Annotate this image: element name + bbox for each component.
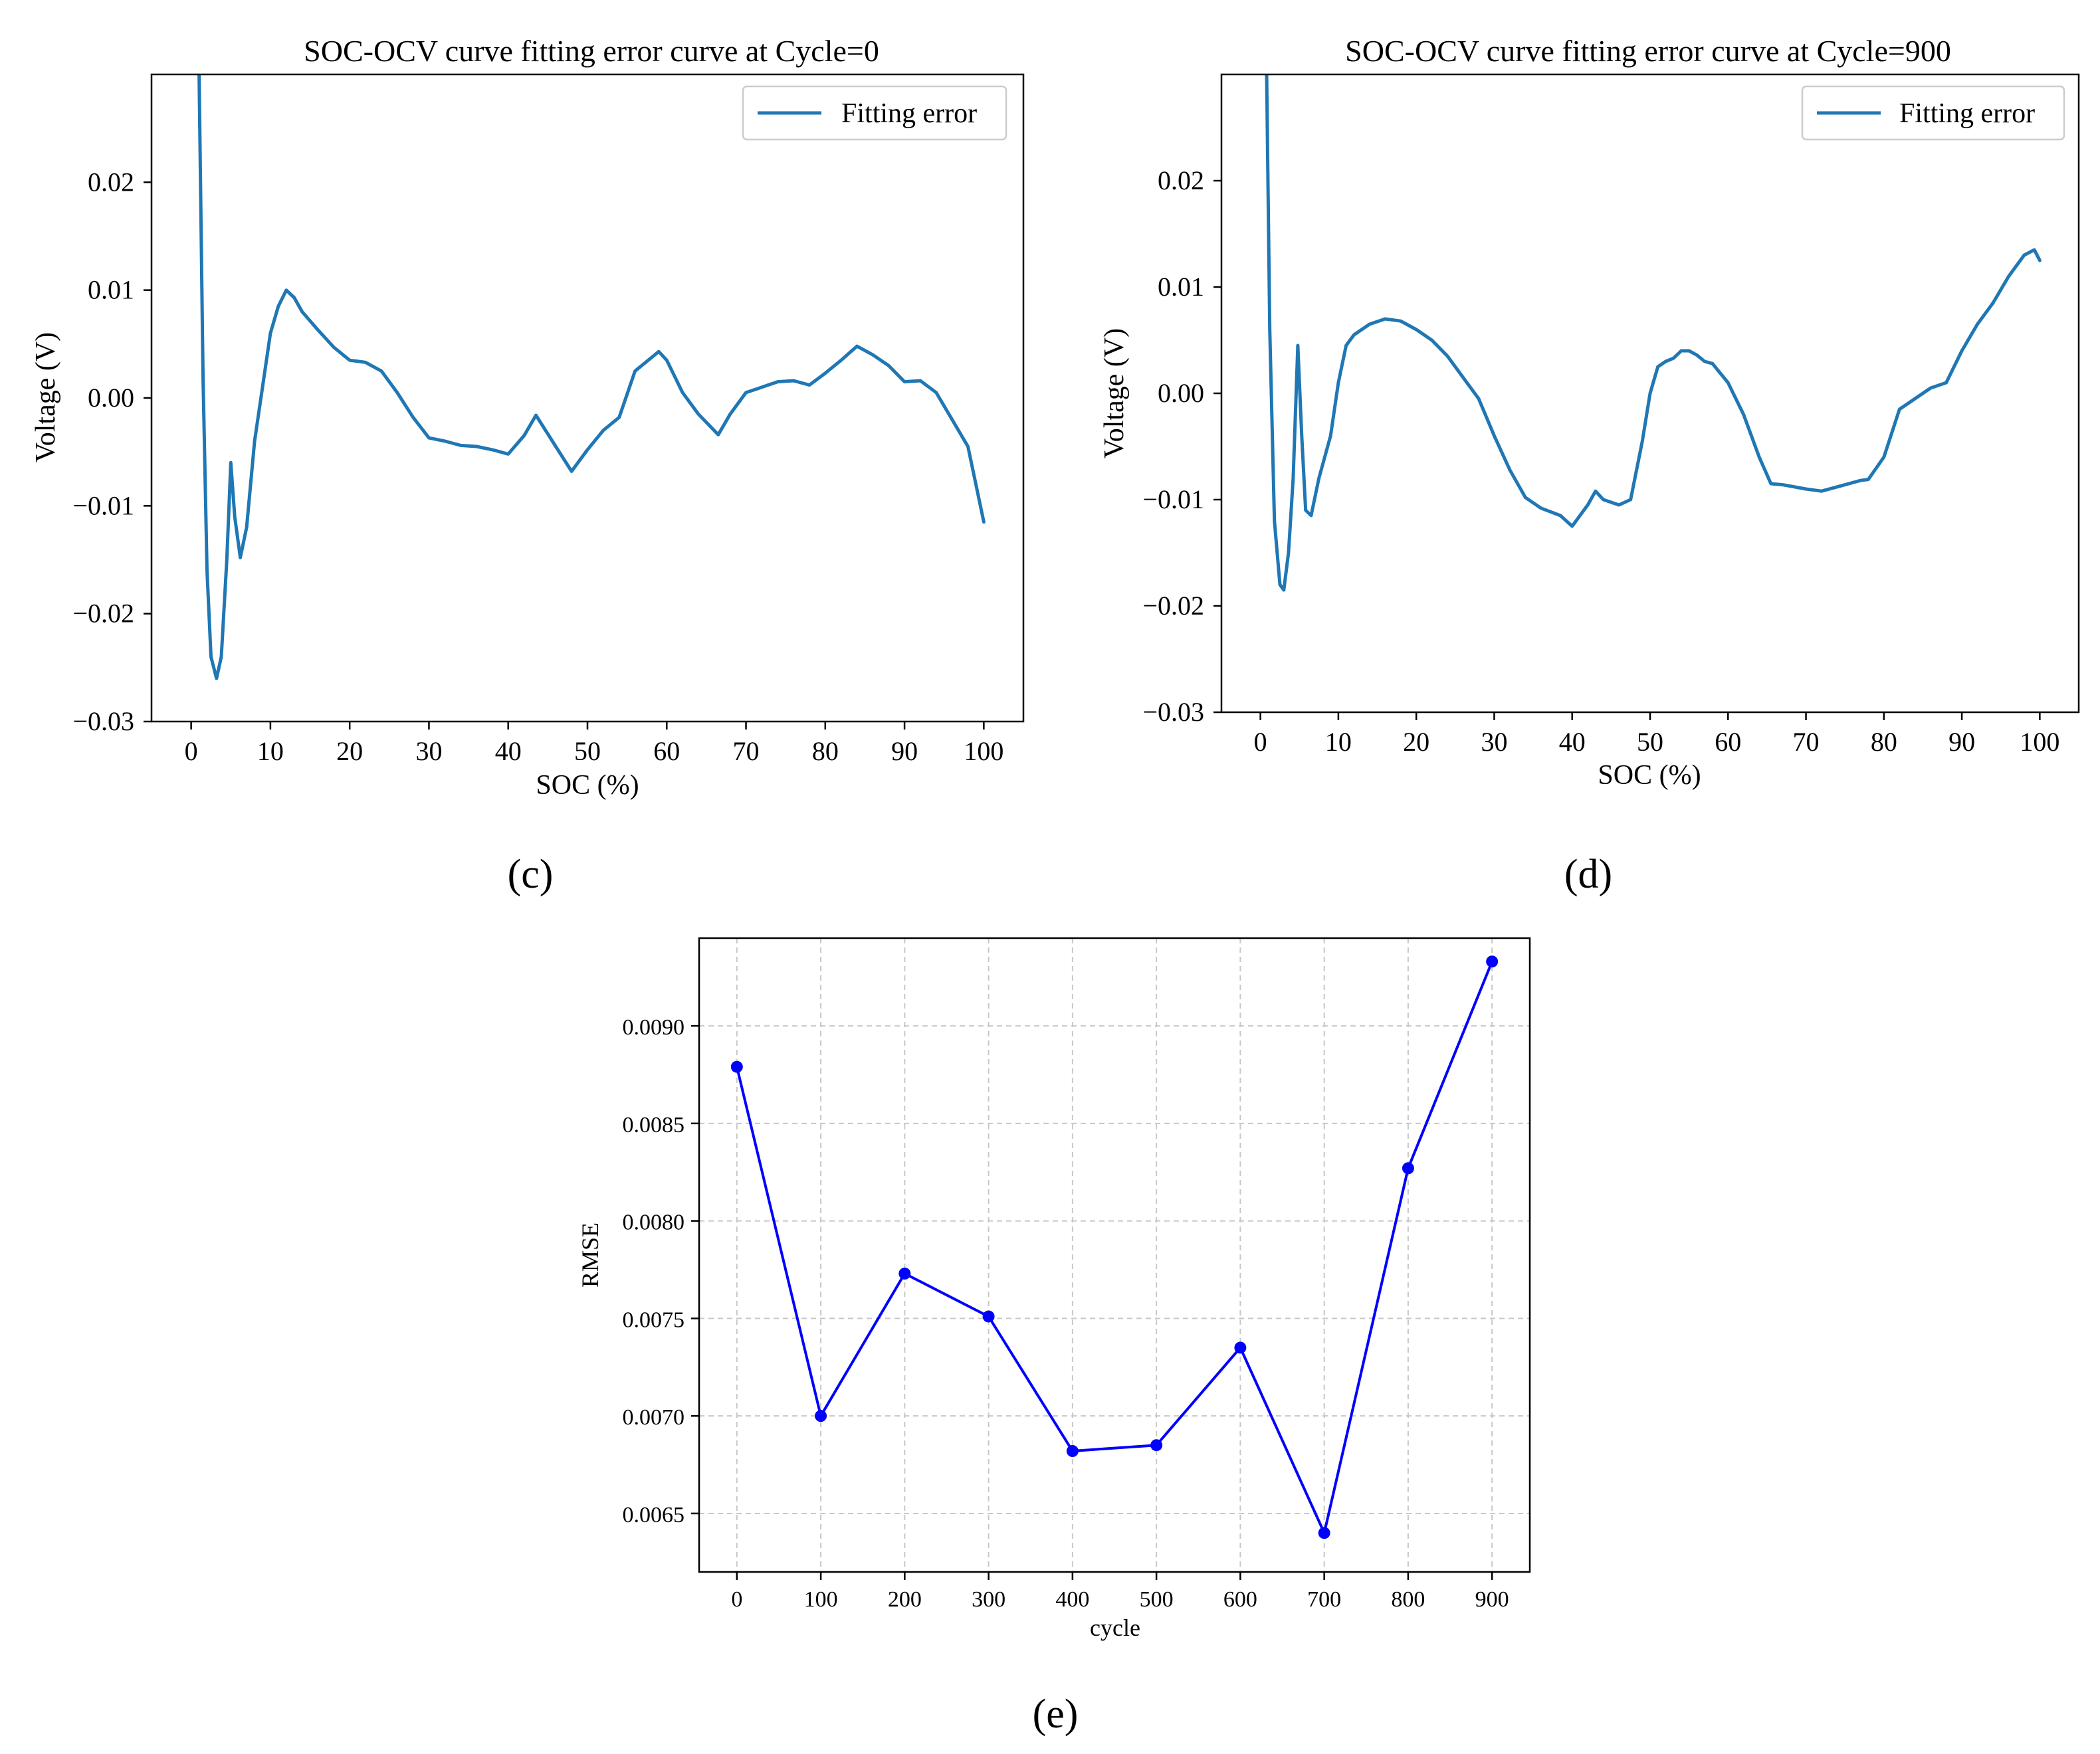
panel-e: 0 100 200 300 400 500 600 700 800 900 0.0065 0.0070… [577,937,1531,1737]
x-tick-label: 90 [1948,727,1975,757]
x-tick-label: 10 [1325,727,1352,757]
series-line [1265,74,2042,592]
x-tick-label: 700 [1307,1587,1341,1612]
y-tick-label: 0.0070 [623,1405,685,1430]
x-tick-label: 40 [495,736,522,766]
x-tick-label: 800 [1391,1587,1425,1612]
y-tick-label: 0.00 [1158,378,1204,408]
data-point [982,1310,995,1323]
y-tick-label: 0.0085 [623,1113,685,1137]
x-tick-label: 0 [731,1587,742,1612]
y-tick-label: 0.01 [1158,272,1204,302]
legend-box [742,85,1007,141]
y-tick-label: 0.0080 [623,1211,685,1235]
chart-title: SOC-OCV curve fitting error curve at Cyc… [304,34,879,68]
y-tick-label: 0.02 [1158,165,1204,195]
x-tick-label: 100 [2020,727,2059,757]
x-tick-label: 60 [653,736,680,766]
x-tick-label: 0 [1254,727,1267,757]
data-point [898,1267,911,1280]
x-tick-label: 600 [1223,1587,1257,1612]
legend: Fitting error [1801,85,2065,141]
data-point [815,1410,827,1422]
plot-frame [698,937,1531,1573]
y-tick-label: 0.01 [88,275,134,305]
panel-label: (d) [1564,852,1612,897]
y-tick-label: −0.02 [72,599,134,629]
x-tick-label: 30 [1481,727,1507,757]
x-tick-label: 80 [1871,727,1897,757]
panel-c: SOC-OCV curve fitting error curve at Cyc… [31,34,1025,897]
x-tick-label: 30 [415,736,442,766]
y-axis-label: Voltage (V) [1099,328,1130,458]
x-tick-label: 10 [257,736,284,766]
x-tick-label: 70 [733,736,760,766]
legend-label: Fitting error [841,98,977,129]
data-point [1402,1162,1414,1175]
y-tick-label: 0.02 [88,167,134,197]
panel-label: (e) [1033,1692,1079,1737]
x-tick-label: 100 [804,1587,838,1612]
y-tick-label: −0.01 [1142,484,1204,514]
y-tick-label: 0.0090 [623,1015,685,1040]
y-tick-label: −0.01 [72,490,134,520]
data-point [1150,1439,1163,1452]
x-tick-label: 20 [336,736,363,766]
y-tick-label: 0.0075 [623,1308,685,1332]
legend-label: Fitting error [1899,98,2035,129]
x-tick-label: 50 [574,736,601,766]
x-axis-label: cycle [1090,1614,1140,1641]
y-axis-label: RMSE [577,1222,603,1288]
series-line [197,74,986,680]
x-tick-label: 80 [812,736,839,766]
y-axis-label: Voltage (V) [31,332,61,462]
x-tick-label: 70 [1793,727,1820,757]
chart-title: SOC-OCV curve fitting error curve at Cyc… [1345,34,1951,68]
plot-frame [150,73,1025,723]
panel-d: SOC-OCV curve fitting error curve at Cyc… [1099,34,2080,897]
x-axis-label: SOC (%) [1598,760,1701,791]
x-tick-label: 200 [888,1587,922,1612]
x-tick-label: 0 [185,736,198,766]
x-tick-label: 90 [891,736,918,766]
data-point [1486,955,1499,968]
x-tick-label: 400 [1055,1587,1089,1612]
y-tick-label: −0.03 [1142,697,1204,727]
x-axis-label: SOC (%) [536,770,639,801]
x-tick-label: 40 [1559,727,1586,757]
x-tick-label: 500 [1140,1587,1174,1612]
y-tick-label: 0.0065 [623,1503,685,1527]
x-tick-label: 50 [1637,727,1663,757]
x-tick-label: 900 [1475,1587,1509,1612]
legend: Fitting error [742,85,1007,141]
x-tick-label: 100 [964,736,1003,766]
x-tick-label: 20 [1403,727,1429,757]
data-point [1066,1445,1079,1458]
x-tick-label: 300 [972,1587,1005,1612]
y-tick-label: −0.02 [1142,591,1204,621]
series-line [735,960,1494,1535]
legend-box [1801,85,2065,141]
data-point [730,1060,743,1073]
x-tick-label: 60 [1715,727,1741,757]
y-tick-label: −0.03 [72,706,134,736]
panel-label: (c) [508,852,554,897]
data-point [1318,1527,1330,1539]
y-tick-label: 0.00 [88,383,134,413]
data-point [1234,1341,1247,1354]
